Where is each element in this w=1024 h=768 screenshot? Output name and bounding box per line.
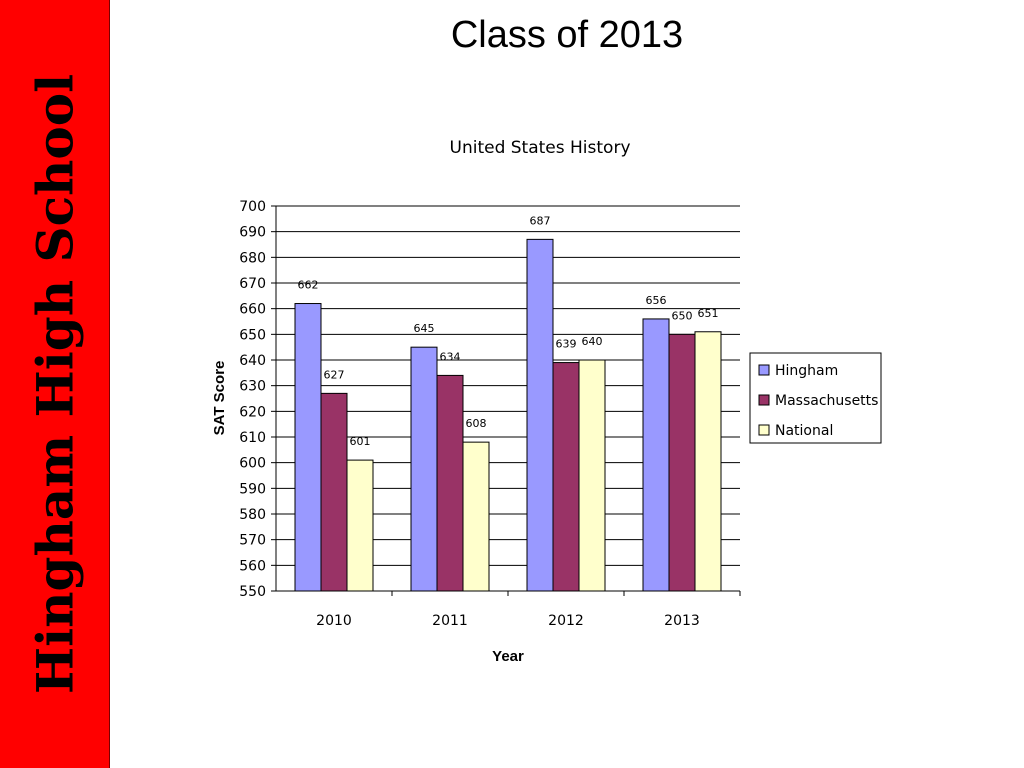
y-tick-label: 620: [239, 404, 266, 420]
x-tick-label: 2013: [664, 613, 700, 629]
data-label: 662: [298, 279, 319, 292]
legend-swatch: [758, 364, 770, 376]
x-axis-title: Year: [492, 648, 524, 665]
data-label: 645: [414, 322, 435, 335]
y-tick-label: 550: [239, 584, 266, 600]
slide-title: Class of 2013: [450, 14, 684, 56]
y-tick-label: 690: [239, 225, 266, 241]
y-tick-label: 630: [239, 379, 266, 395]
x-tick-label: 2011: [432, 613, 468, 629]
data-label: 601: [350, 435, 371, 448]
data-label: 687: [530, 214, 551, 227]
x-tick-label: 2010: [316, 613, 352, 629]
data-label: 651: [698, 307, 719, 320]
y-tick-label: 650: [239, 327, 266, 343]
data-label: 634: [440, 350, 461, 363]
legend-label: National: [775, 423, 833, 439]
y-tick-label: 700: [239, 199, 266, 215]
bar: [578, 359, 606, 592]
y-tick-label: 580: [239, 507, 266, 523]
legend-swatch: [758, 394, 770, 406]
data-label: 608: [466, 417, 487, 430]
y-tick-label: 680: [239, 250, 266, 266]
y-tick-label: 560: [239, 558, 266, 574]
bar: [526, 238, 554, 592]
x-tick-label: 2012: [548, 613, 584, 629]
bar: [346, 459, 374, 592]
bar: [294, 303, 322, 592]
data-label: 627: [324, 368, 345, 381]
y-tick-label: 570: [239, 533, 266, 549]
bar: [642, 318, 670, 592]
y-tick-label: 640: [239, 353, 266, 369]
y-tick-label: 590: [239, 481, 266, 497]
data-label: 639: [556, 338, 577, 351]
bar: [694, 331, 722, 592]
bar: [320, 392, 348, 592]
legend-label: Massachusetts: [775, 393, 878, 409]
legend-swatch: [758, 424, 770, 436]
data-label: 640: [582, 335, 603, 348]
bar: [462, 441, 490, 592]
bar: [436, 374, 464, 592]
y-tick-label: 670: [239, 276, 266, 292]
y-tick-label: 600: [239, 456, 266, 472]
y-tick-label: 660: [239, 302, 266, 318]
sidebar-banner: Hingham High School: [0, 0, 110, 768]
bar: [668, 333, 696, 592]
bar: [552, 362, 580, 592]
legend-label: Hingham: [775, 363, 838, 379]
chart-title: United States History: [450, 138, 631, 158]
data-label: 650: [672, 309, 693, 322]
legend-box: [749, 352, 882, 444]
y-axis-title: SAT Score: [211, 361, 228, 436]
y-tick-label: 610: [239, 430, 266, 446]
data-label: 656: [646, 294, 667, 307]
bar: [410, 346, 438, 592]
